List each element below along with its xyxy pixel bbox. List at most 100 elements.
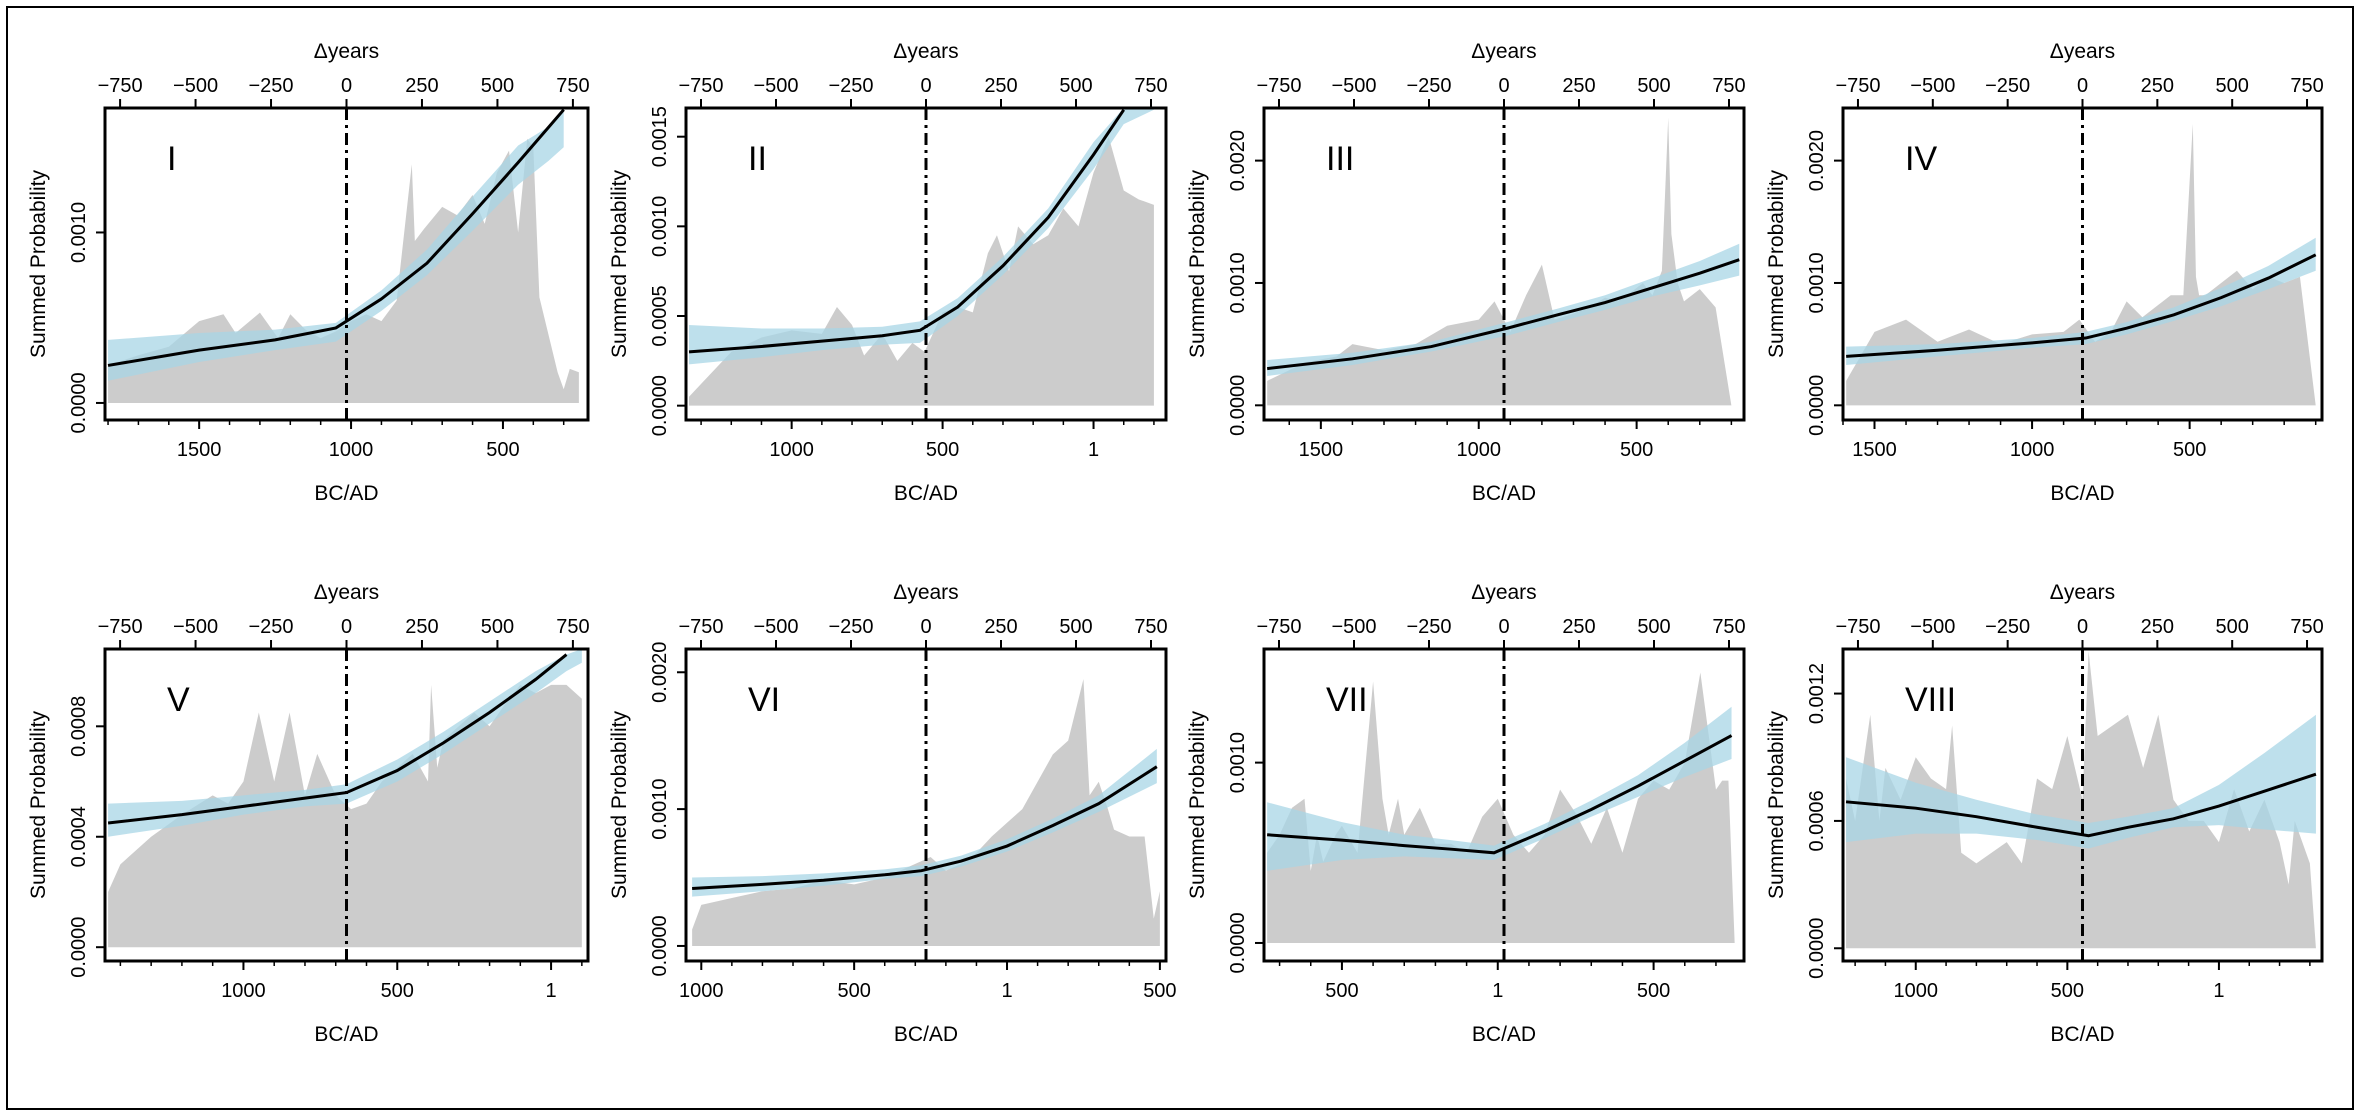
top-axis-tick-label: −250 [1985,75,2030,97]
left-axis-tick-label: 0.0020 [1227,130,1249,191]
top-axis-tick-label: −750 [678,616,723,638]
panel-label: I [167,140,176,178]
top-axis-tick-label: 0 [2077,616,2088,638]
panel-label: VI [748,681,780,719]
top-axis-tick-label: 250 [1562,75,1595,97]
top-axis-tick-label: 500 [1637,616,1670,638]
top-axis-tick-label: 250 [984,616,1017,638]
plot-area [1267,672,1735,943]
top-axis-tick-label: 250 [984,75,1017,97]
top-axis-tick-label: −750 [1256,616,1301,638]
plot-area [107,108,579,403]
bottom-axis-tick-label: 1 [1492,980,1503,1002]
left-axis-tick-label: 0.0020 [649,642,671,703]
top-axis-tick-label: −500 [753,616,798,638]
top-axis-tick-label: 250 [405,75,438,97]
bottom-axis-tick-label: 1000 [679,980,724,1002]
bottom-axis-tick-label: 1000 [769,439,814,461]
top-axis-tick-label: −500 [173,75,218,97]
top-axis-tick-label: 0 [341,616,352,638]
left-axis-tick-label: 0.0000 [68,372,90,433]
top-axis-tick-label: −500 [1331,75,1376,97]
bottom-axis-tick-label: 500 [381,980,414,1002]
panel-7: −750 −500 −250 0 250 500 750 Δyears 500 1 500 BC/AD… [1186,581,1746,1046]
top-axis-title: Δyears [1471,581,1536,604]
panel-label: III [1326,140,1354,178]
plot-area [1845,651,2317,949]
top-axis-title: Δyears [2050,40,2115,63]
bottom-axis-tick-label: 500 [2173,439,2206,461]
left-axis-title: Summed Probability [1765,170,1788,358]
bottom-axis-title: BC/AD [894,1023,958,1046]
bottom-axis-title: BC/AD [2050,482,2114,505]
panel-1: −750 −500 −250 0 250 500 750 Δyears 1500 1000 500 B… [27,40,590,505]
top-axis-tick-label: 250 [1562,616,1595,638]
top-axis-tick-label: 250 [2141,75,2174,97]
plot-area [1266,117,1740,406]
left-axis-title: Summed Probability [1186,711,1209,899]
top-axis-tick-label: 0 [920,616,931,638]
panel-label: VIII [1905,681,1956,719]
bottom-axis-tick-label: 1000 [221,980,266,1002]
bottom-axis-tick-label: 500 [2051,980,2084,1002]
summed-probability-area [1846,651,2316,949]
top-axis-tick-label: 500 [1059,75,1092,97]
bottom-axis-tick-label: 500 [1143,980,1176,1002]
top-axis-tick-label: −500 [753,75,798,97]
left-axis-tick-label: 0.0008 [68,696,90,757]
left-axis-tick-label: 0.0000 [68,917,90,978]
bottom-axis-tick-label: 1500 [177,439,222,461]
panel-8: −750 −500 −250 0 250 500 750 Δyears 1000 500 1 BC/A… [1765,581,2324,1046]
top-axis-tick-label: −750 [678,75,723,97]
bottom-axis-tick-label: 1000 [1456,439,1501,461]
bottom-axis-title: BC/AD [314,1023,378,1046]
fitted-model-line [107,108,565,367]
top-axis-tick-label: 750 [1712,75,1745,97]
plot-area [688,108,1154,406]
bottom-axis-tick-label: 1 [1088,439,1099,461]
left-axis-tick-label: 0.0006 [1806,790,1828,851]
top-axis-tick-label: −750 [1256,75,1301,97]
top-axis-tick-label: 0 [341,75,352,97]
fitted-model-line [1267,734,1733,855]
plot-area [692,679,1160,946]
top-axis-tick-label: 750 [2290,75,2323,97]
left-axis-title: Summed Probability [1186,170,1209,358]
top-axis-tick-label: 750 [556,616,589,638]
panel-label: VII [1326,681,1368,719]
left-axis-title: Summed Probability [608,170,631,358]
top-axis-tick-label: −500 [173,616,218,638]
top-axis-tick-label: −250 [249,616,294,638]
top-axis-tick-label: 250 [405,616,438,638]
panel-3: −750 −500 −250 0 250 500 750 Δyears 1500 1000 500 B… [1186,40,1746,505]
left-axis-tick-label: 0.0000 [1227,912,1249,973]
summed-probability-area [1267,672,1735,943]
bottom-axis-tick-label: 500 [1325,980,1358,1002]
left-axis-tick-label: 0.0010 [1227,252,1249,313]
top-axis-tick-label: 750 [1712,616,1745,638]
bottom-axis-tick-label: 1 [1001,980,1012,1002]
bottom-axis-tick-label: 500 [1637,980,1670,1002]
confidence-band [1267,706,1732,871]
bottom-axis-tick-label: 500 [1620,439,1653,461]
panel-label: II [748,140,767,178]
left-axis-tick-label: 0.0000 [1227,375,1249,436]
panel-2: −750 −500 −250 0 250 500 750 Δyears 1000 500 1 BC/A… [608,40,1168,505]
left-axis-title: Summed Probability [1765,711,1788,899]
top-axis-title: Δyears [893,40,958,63]
figure-frame [6,6,2354,1110]
top-axis-tick-label: 0 [920,75,931,97]
fitted-model-line [1845,772,2317,838]
top-axis-tick-label: 750 [556,75,589,97]
top-axis-title: Δyears [1471,40,1536,63]
top-axis-tick-label: −250 [1406,75,1451,97]
bottom-axis-tick-label: 1000 [2010,439,2055,461]
left-axis-tick-label: 0.0000 [1806,375,1828,436]
left-axis-title: Summed Probability [27,170,50,358]
panel-label: V [167,681,190,719]
summed-probability-area [1267,117,1732,406]
left-axis-tick-label: 0.0010 [68,202,90,263]
left-axis-tick-label: 0.0010 [1806,252,1828,313]
summed-probability-area [1846,123,2316,406]
left-axis-title: Summed Probability [608,711,631,899]
